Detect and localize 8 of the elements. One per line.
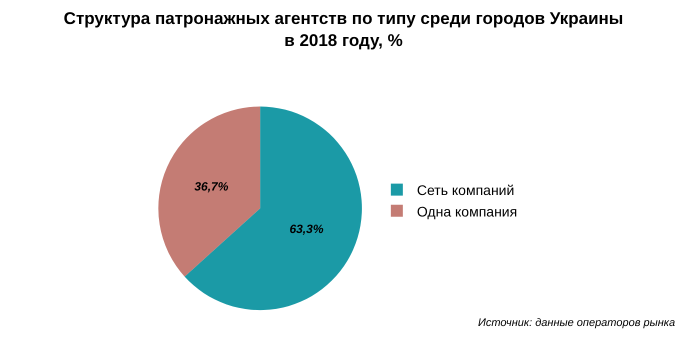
pie-slice [158,106,260,277]
pie-slice [184,106,362,310]
legend-label: Сеть компаний [416,182,514,198]
data-label: 36,7% [194,180,229,194]
chart-title: Структура патронажных агентств по типу среди городов Украины в 2018 году, % [64,8,624,50]
data-label: 63,3% [289,222,324,236]
text: Источник: данные операторов рынка [478,317,676,329]
legend-label: Одна компания [416,203,518,220]
